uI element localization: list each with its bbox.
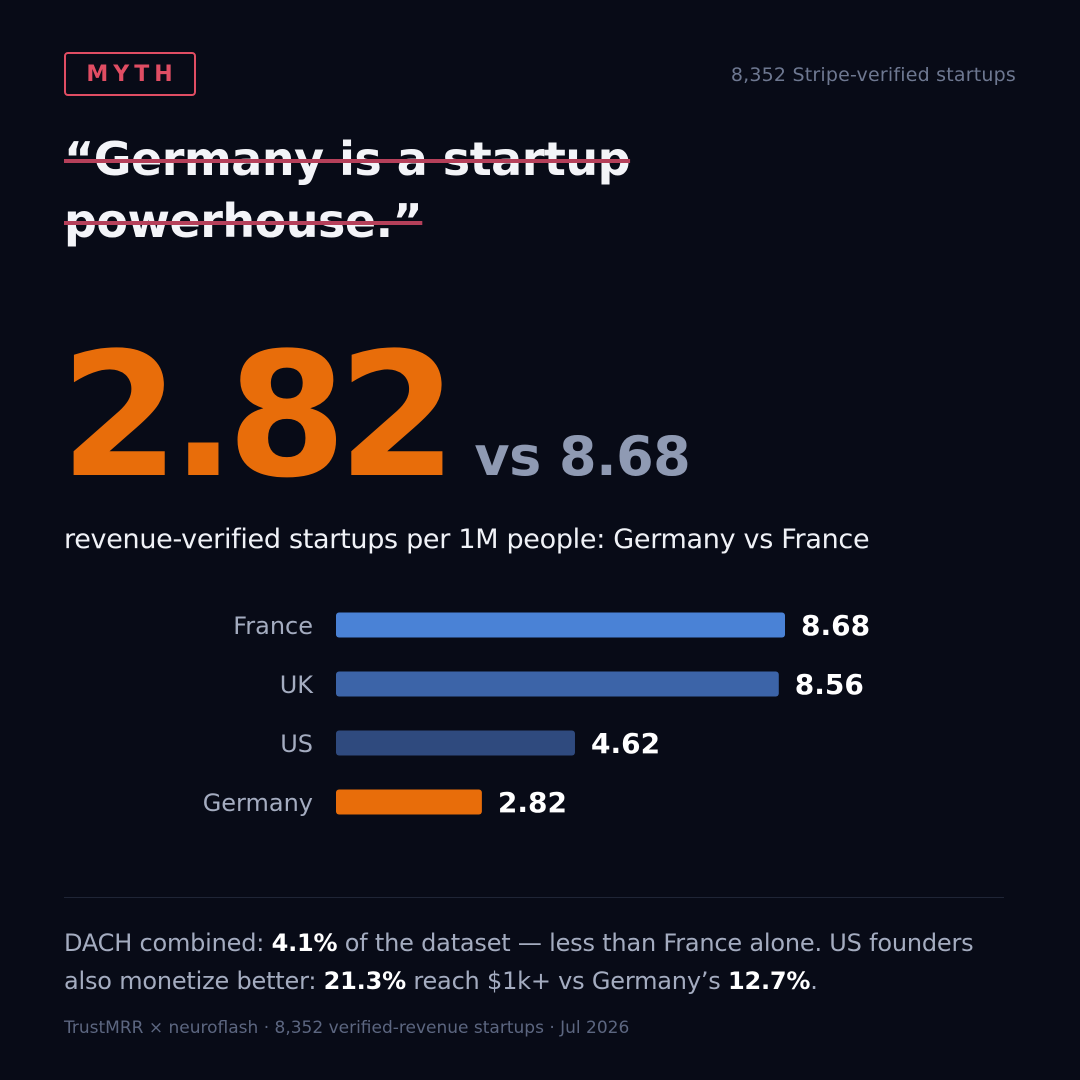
summary-part-2: of the dataset — less than France alone.… — [64, 929, 974, 995]
value-label-us: 4.62 — [591, 727, 660, 760]
myth-quote-line-2: powerhouse.” — [64, 194, 423, 248]
bar-uk — [336, 671, 779, 697]
summary-stat-us-monetize: 21.3% — [323, 967, 406, 995]
myth-quote-line-1: “Germany is a startup — [64, 132, 631, 186]
divider — [64, 897, 1004, 898]
hero-stat: 2.82 vs 8.68 — [60, 315, 691, 516]
myth-badge: MYTH — [64, 52, 196, 96]
bar-germany — [336, 789, 482, 815]
bar-france — [336, 612, 785, 638]
category-label-us: US — [280, 730, 313, 758]
summary-part-4: . — [810, 967, 818, 995]
chart-subtitle: revenue-verified startups per 1M people:… — [64, 524, 870, 555]
value-label-france: 8.68 — [801, 609, 870, 642]
summary-text: DACH combined: 4.1% of the dataset — les… — [64, 924, 1024, 1000]
summary-part-1: DACH combined: — [64, 929, 272, 957]
summary-stat-dach-share: 4.1% — [271, 929, 338, 957]
hero-value: 2.82 — [60, 315, 457, 516]
category-label-germany: Germany — [203, 789, 313, 817]
category-label-france: France — [233, 612, 313, 640]
summary-part-3: reach $1k+ vs Germany’s — [405, 967, 728, 995]
value-label-germany: 2.82 — [498, 786, 567, 819]
myth-quote: “Germany is a startup powerhouse.” — [64, 128, 824, 252]
sample-size-note: 8,352 Stripe-verified startups — [730, 64, 1016, 86]
bar-chart: France 8.68 UK 8.56 US 4.62 Germany 2.82 — [203, 609, 870, 819]
summary-stat-germany-monetize: 12.7% — [727, 967, 811, 995]
source-footer: TrustMRR × neuroflash · 8,352 verified-r… — [64, 1018, 630, 1038]
category-label-uk: UK — [280, 671, 315, 699]
bar-us — [336, 730, 575, 756]
hero-comparison: vs 8.68 — [474, 425, 691, 488]
value-label-uk: 8.56 — [795, 668, 864, 701]
